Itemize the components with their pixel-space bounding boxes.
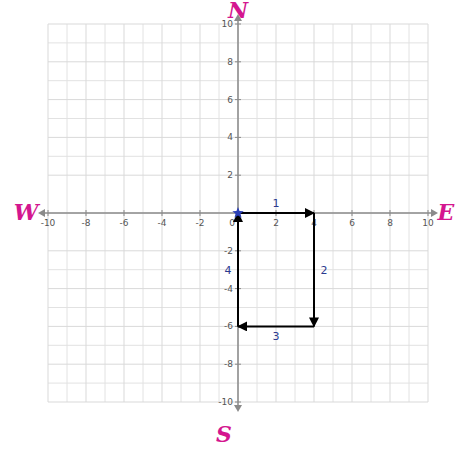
y-tick-label: -2 — [224, 246, 233, 256]
x-tick — [390, 210, 391, 216]
grid-line — [352, 24, 353, 402]
x-tick — [428, 210, 429, 216]
x-tick-label: 2 — [273, 218, 279, 228]
segment-label: 1 — [273, 197, 280, 210]
axes: -10-8-6-4-20246810-10-8-6-4-2246810 — [38, 14, 438, 412]
y-tick — [235, 137, 241, 138]
y-tick-label: 2 — [227, 170, 233, 180]
x-tick — [200, 210, 201, 216]
axis-arrowhead — [38, 209, 45, 217]
start-star — [232, 207, 243, 218]
segment-label: 3 — [273, 330, 280, 343]
x-tick-label: 6 — [349, 218, 355, 228]
grid-line — [48, 24, 49, 402]
compass-label: W — [14, 199, 41, 225]
grid-line — [48, 175, 428, 176]
chart: -10-8-6-4-20246810-10-8-6-4-2246810NESW1… — [0, 0, 472, 452]
x-tick-label: 8 — [387, 218, 393, 228]
y-tick-label: -6 — [224, 321, 233, 331]
grid-line — [48, 364, 428, 365]
grid-line — [86, 24, 87, 402]
path-segment — [237, 213, 239, 326]
path-segment — [238, 325, 314, 327]
y-tick-label: 4 — [227, 132, 233, 142]
page: -10-8-6-4-20246810-10-8-6-4-2246810NESW1… — [0, 0, 472, 452]
grid-line — [48, 99, 428, 100]
grid-line — [48, 137, 428, 138]
y-tick — [235, 402, 241, 403]
y-tick-label: -4 — [224, 284, 233, 294]
x-tick — [86, 210, 87, 216]
y-tick — [235, 24, 241, 25]
annotations: 1 2 3 4 — [225, 197, 328, 343]
x-tick — [352, 210, 353, 216]
plot-area — [232, 207, 314, 326]
compass-label: N — [227, 0, 249, 23]
y-tick — [235, 61, 241, 62]
y-tick-label: -8 — [224, 359, 233, 369]
grid-line — [390, 24, 391, 402]
segment-label: 4 — [225, 264, 232, 277]
x-tick — [48, 210, 49, 216]
y-tick — [235, 364, 241, 365]
y-tick-label: 6 — [227, 95, 233, 105]
path-segment — [313, 213, 315, 326]
grid-line — [314, 24, 315, 402]
x-tick-label: -4 — [158, 218, 167, 228]
compass-label: E — [437, 199, 456, 225]
x-tick-label: 0 — [229, 218, 235, 228]
path-segment — [238, 212, 314, 214]
segment-label: 2 — [321, 264, 328, 277]
x-tick-label: -10 — [41, 218, 56, 228]
x-tick-label: -8 — [82, 218, 91, 228]
y-tick — [235, 99, 241, 100]
grid-line — [48, 24, 428, 25]
x-tick-label: -6 — [120, 218, 129, 228]
grid-line — [48, 402, 428, 403]
grid-line — [48, 61, 428, 62]
y-tick — [235, 175, 241, 176]
grid-line — [428, 24, 429, 402]
grid-line — [124, 24, 125, 402]
x-tick-label: -2 — [196, 218, 205, 228]
grid-line — [200, 24, 201, 402]
compass-label: S — [216, 421, 232, 447]
y-tick-label: 8 — [227, 57, 233, 67]
x-tick-label: 10 — [422, 218, 434, 228]
grid-line — [162, 24, 163, 402]
x-tick — [124, 210, 125, 216]
axis-arrowhead — [234, 405, 242, 412]
y-tick-label: -10 — [218, 397, 233, 407]
x-tick — [162, 210, 163, 216]
